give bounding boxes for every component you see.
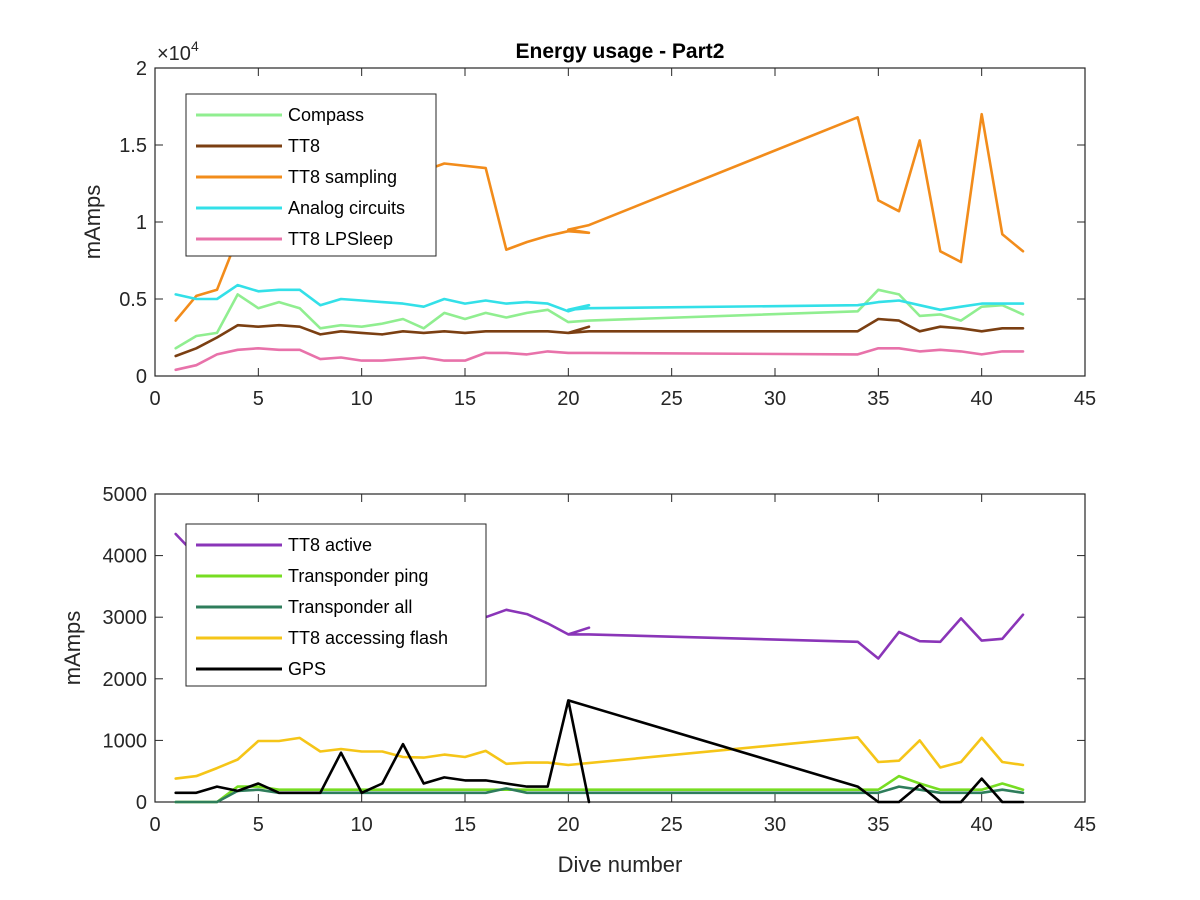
x-tick-label: 5 — [253, 814, 264, 836]
y-tick-label: 0.5 — [119, 289, 147, 311]
legend-label: Compass — [288, 105, 364, 125]
x-tick-label: 35 — [867, 388, 889, 410]
legend-label: TT8 — [288, 136, 320, 156]
subplot-bottom: 0 5 10 15 20 25 30 35 40 45010002000300040005000 … — [60, 484, 1096, 877]
x-tick-label: 40 — [971, 388, 993, 410]
x-tick-label: 25 — [661, 388, 683, 410]
x-tick-label: 35 — [867, 814, 889, 836]
x-tick-label: 45 — [1074, 814, 1096, 836]
y-tick-label: 1 — [136, 212, 147, 234]
series-line-compass — [174, 288, 1025, 350]
y-tick-label: 2000 — [103, 669, 148, 691]
x-tick-label: 30 — [764, 388, 786, 410]
y-tick-label: 1000 — [103, 730, 148, 752]
legend-label: TT8 active — [288, 535, 372, 555]
x-tick-label: 15 — [454, 814, 476, 836]
y-exponent-label: ×104 — [157, 38, 199, 65]
series-line-tt8-accessing-flash — [174, 735, 1025, 780]
legend-label: TT8 LPSleep — [288, 229, 393, 249]
y-axis-label-top: mAmps — [80, 185, 105, 260]
series-line-gps — [174, 699, 1025, 804]
series-line-tt8 — [174, 317, 1025, 358]
legend-label: Transponder all — [288, 597, 412, 617]
legend-label: Transponder ping — [288, 566, 428, 586]
x-tick-label: 10 — [351, 814, 373, 836]
x-tick-label: 20 — [557, 388, 579, 410]
x-tick-label: 40 — [971, 814, 993, 836]
x-tick-label: 5 — [253, 388, 264, 410]
x-tick-label: 20 — [557, 814, 579, 836]
series-line-transponder-all — [174, 785, 1025, 804]
legend-label: TT8 sampling — [288, 167, 397, 187]
y-tick-label: 0 — [136, 366, 147, 388]
x-axis-label: Dive number — [558, 852, 683, 877]
y-tick-label: 3000 — [103, 607, 148, 629]
series-line-analog-circuits — [174, 283, 1025, 313]
y-axis-label-bottom: mAmps — [60, 611, 85, 686]
x-tick-label: 25 — [661, 814, 683, 836]
subplot-top: Energy usage - Part2 0 5 10 15 20 25 30 35 40 450… — [80, 38, 1096, 410]
series-line-tt8-active — [174, 532, 1025, 660]
axis-ticks-top: 0 5 10 15 20 25 30 35 40 45 0 0.5 1 1.5 2 — [119, 58, 1096, 410]
x-tick-label: 10 — [351, 388, 373, 410]
legend-label: TT8 accessing flash — [288, 628, 448, 648]
series-group-bottom — [174, 532, 1025, 804]
x-tick-label: 0 — [149, 814, 160, 836]
series-group-top — [174, 112, 1025, 372]
y-tick-label: 0 — [136, 792, 147, 814]
legend-box — [185, 93, 437, 257]
legend-label: Analog circuits — [288, 198, 405, 218]
y-tick-label: 4000 — [103, 546, 148, 568]
legend-top: Compass TT8 TT8 sampling Analog circuits TT8… — [185, 93, 437, 257]
series-line-tt8-lpsleep — [174, 346, 1025, 372]
axis-ticks-bottom: 0 5 10 15 20 25 30 35 40 45 0 1000 2000 3000 4000 5000 — [103, 484, 1097, 836]
y-tick-label: 5000 — [103, 484, 148, 506]
legend-label: GPS — [288, 659, 326, 679]
y-tick-label: 1.5 — [119, 135, 147, 157]
y-tick-label: 2 — [136, 58, 147, 80]
x-tick-label: 0 — [149, 388, 160, 410]
legend-bottom: TT8 active Transponder ping Transponder al… — [185, 523, 487, 687]
chart-title: Energy usage - Part2 — [516, 40, 725, 63]
x-tick-label: 45 — [1074, 388, 1096, 410]
x-tick-label: 15 — [454, 388, 476, 410]
legend-box — [185, 523, 487, 687]
x-tick-label: 30 — [764, 814, 786, 836]
